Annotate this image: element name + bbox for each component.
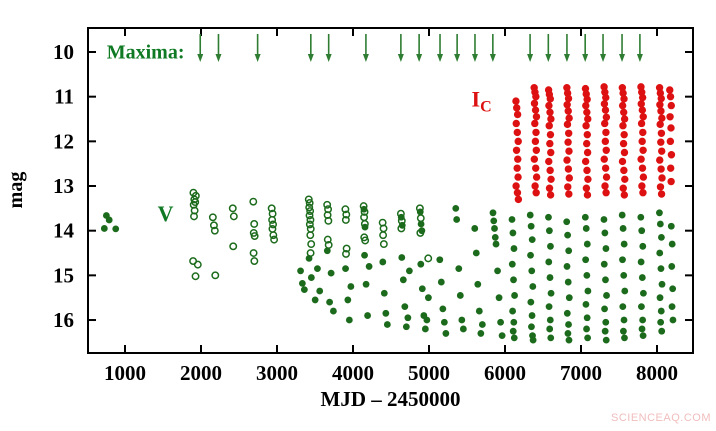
svg-text:14: 14 [53,219,75,243]
svg-text:6000: 6000 [484,361,526,385]
watermark: SCIENCEAQ.COM [610,412,711,424]
svg-text:2000: 2000 [180,361,222,385]
svg-text:mag: mag [5,172,27,209]
svg-text:13: 13 [53,174,74,198]
svg-text:16: 16 [53,308,74,332]
svg-text:12: 12 [53,129,74,153]
maxima-arrows: Maxima: [107,34,643,64]
svg-text:3000: 3000 [256,361,298,385]
axis-titles: MJD – 2450000 mag [5,172,461,411]
v-filled-points [100,204,677,344]
svg-text:11: 11 [54,85,74,109]
svg-text:7000: 7000 [560,361,602,385]
svg-text:Maxima:: Maxima: [107,42,185,64]
svg-text:8000: 8000 [636,361,678,385]
svg-text:10: 10 [53,40,74,64]
svg-text:MJD – 2450000: MJD – 2450000 [321,387,461,411]
svg-text:4000: 4000 [332,361,374,385]
svg-text:1000: 1000 [104,361,146,385]
v-open-points [189,188,433,281]
svg-text:IC: IC [472,86,492,115]
series-labels: V IC [158,86,492,225]
svg-text:15: 15 [53,263,74,287]
tick-labels: 1000 2000 3000 4000 5000 6000 7000 8000 10 11 12 13… [53,40,678,385]
plot-frame [87,27,694,354]
svg-text:5000: 5000 [408,361,450,385]
axis-ticks [88,28,693,353]
svg-text:V: V [158,201,174,226]
ic-band-points [512,83,676,204]
